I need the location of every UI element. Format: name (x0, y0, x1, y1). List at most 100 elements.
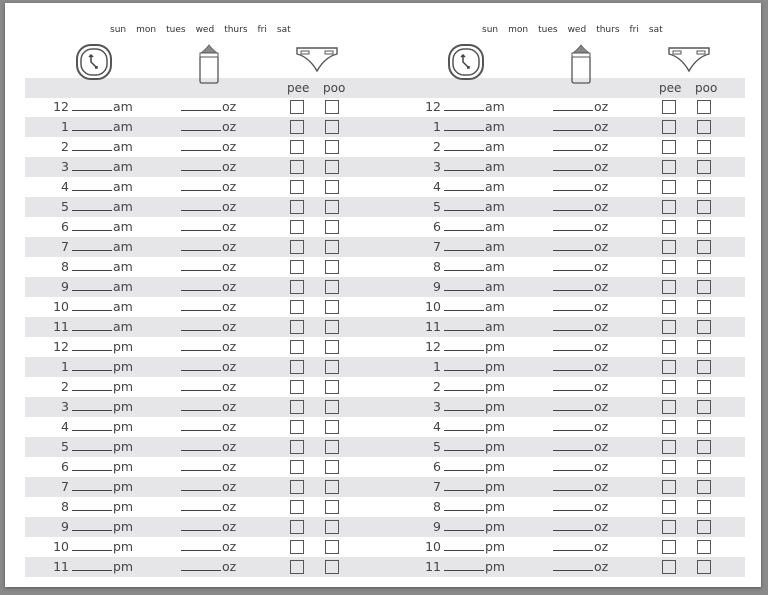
oz-field[interactable]: oz (178, 357, 236, 377)
oz-field[interactable]: oz (178, 457, 236, 477)
time-field[interactable]: am (441, 117, 505, 137)
poo-checkbox[interactable] (697, 560, 711, 574)
time-blank[interactable] (72, 437, 112, 451)
time-field[interactable]: am (441, 237, 505, 257)
time-field[interactable]: am (441, 177, 505, 197)
oz-blank[interactable] (553, 517, 593, 531)
oz-field[interactable]: oz (550, 117, 608, 137)
time-field[interactable]: am (441, 277, 505, 297)
oz-blank[interactable] (181, 297, 221, 311)
pee-checkbox[interactable] (662, 440, 676, 454)
oz-blank[interactable] (553, 417, 593, 431)
poo-checkbox[interactable] (325, 140, 339, 154)
time-field[interactable]: pm (441, 477, 505, 497)
oz-field[interactable]: oz (178, 177, 236, 197)
day-thurs[interactable]: thurs (596, 25, 620, 35)
oz-field[interactable]: oz (550, 537, 608, 557)
time-blank[interactable] (72, 197, 112, 211)
oz-blank[interactable] (181, 537, 221, 551)
time-blank[interactable] (72, 237, 112, 251)
oz-field[interactable]: oz (178, 557, 236, 577)
oz-blank[interactable] (553, 317, 593, 331)
time-field[interactable]: pm (441, 377, 505, 397)
oz-blank[interactable] (181, 197, 221, 211)
oz-field[interactable]: oz (550, 517, 608, 537)
time-field[interactable]: am (441, 297, 505, 317)
poo-checkbox[interactable] (325, 200, 339, 214)
oz-blank[interactable] (181, 517, 221, 531)
time-blank[interactable] (72, 257, 112, 271)
pee-checkbox[interactable] (662, 300, 676, 314)
time-blank[interactable] (444, 417, 484, 431)
time-field[interactable]: pm (441, 537, 505, 557)
pee-checkbox[interactable] (662, 420, 676, 434)
oz-field[interactable]: oz (550, 257, 608, 277)
poo-checkbox[interactable] (325, 280, 339, 294)
pee-checkbox[interactable] (662, 520, 676, 534)
time-field[interactable]: am (69, 137, 133, 157)
oz-blank[interactable] (553, 457, 593, 471)
time-blank[interactable] (72, 317, 112, 331)
poo-checkbox[interactable] (697, 120, 711, 134)
pee-checkbox[interactable] (290, 520, 304, 534)
oz-field[interactable]: oz (550, 97, 608, 117)
pee-checkbox[interactable] (290, 460, 304, 474)
pee-checkbox[interactable] (290, 200, 304, 214)
time-field[interactable]: pm (441, 457, 505, 477)
oz-field[interactable]: oz (178, 137, 236, 157)
pee-checkbox[interactable] (290, 420, 304, 434)
oz-blank[interactable] (181, 337, 221, 351)
pee-checkbox[interactable] (290, 380, 304, 394)
poo-checkbox[interactable] (697, 400, 711, 414)
oz-blank[interactable] (553, 237, 593, 251)
poo-checkbox[interactable] (325, 160, 339, 174)
time-field[interactable]: am (69, 277, 133, 297)
oz-blank[interactable] (181, 257, 221, 271)
pee-checkbox[interactable] (290, 340, 304, 354)
poo-checkbox[interactable] (325, 360, 339, 374)
oz-field[interactable]: oz (178, 217, 236, 237)
day-wed[interactable]: wed (567, 25, 587, 35)
oz-field[interactable]: oz (550, 237, 608, 257)
pee-checkbox[interactable] (290, 320, 304, 334)
time-field[interactable]: am (69, 297, 133, 317)
oz-field[interactable]: oz (550, 417, 608, 437)
time-blank[interactable] (72, 97, 112, 111)
time-blank[interactable] (444, 397, 484, 411)
oz-blank[interactable] (553, 257, 593, 271)
oz-blank[interactable] (553, 337, 593, 351)
time-field[interactable]: am (441, 97, 505, 117)
time-field[interactable]: pm (441, 337, 505, 357)
oz-field[interactable]: oz (178, 257, 236, 277)
poo-checkbox[interactable] (697, 480, 711, 494)
poo-checkbox[interactable] (325, 320, 339, 334)
oz-field[interactable]: oz (550, 137, 608, 157)
time-field[interactable]: pm (69, 377, 133, 397)
time-field[interactable]: pm (441, 397, 505, 417)
poo-checkbox[interactable] (697, 520, 711, 534)
oz-field[interactable]: oz (178, 537, 236, 557)
time-blank[interactable] (444, 157, 484, 171)
time-field[interactable]: pm (69, 537, 133, 557)
time-field[interactable]: am (69, 237, 133, 257)
oz-blank[interactable] (553, 397, 593, 411)
time-field[interactable]: pm (69, 457, 133, 477)
poo-checkbox[interactable] (697, 280, 711, 294)
time-field[interactable]: am (69, 197, 133, 217)
pee-checkbox[interactable] (662, 160, 676, 174)
poo-checkbox[interactable] (697, 220, 711, 234)
time-field[interactable]: pm (69, 337, 133, 357)
poo-checkbox[interactable] (325, 440, 339, 454)
time-blank[interactable] (444, 517, 484, 531)
oz-blank[interactable] (181, 217, 221, 231)
time-field[interactable]: am (441, 317, 505, 337)
poo-checkbox[interactable] (325, 340, 339, 354)
time-blank[interactable] (72, 357, 112, 371)
poo-checkbox[interactable] (697, 160, 711, 174)
oz-field[interactable]: oz (178, 417, 236, 437)
pee-checkbox[interactable] (662, 400, 676, 414)
time-blank[interactable] (72, 557, 112, 571)
time-blank[interactable] (444, 537, 484, 551)
oz-field[interactable]: oz (550, 477, 608, 497)
day-fri[interactable]: fri (257, 25, 267, 35)
